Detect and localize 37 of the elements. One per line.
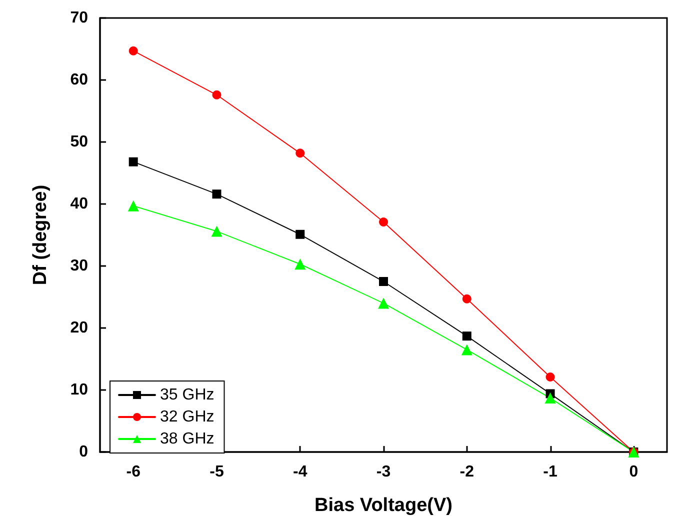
- legend-label: 38 GHz: [160, 430, 214, 448]
- y-tick-label: 50: [70, 134, 88, 150]
- point: [211, 226, 222, 237]
- point: [294, 258, 306, 270]
- point: [546, 372, 555, 382]
- point: [544, 392, 556, 404]
- point: [296, 148, 305, 158]
- point: [296, 230, 305, 239]
- legend-label: 35 GHz: [160, 386, 214, 404]
- point: [128, 157, 138, 166]
- y-tick-label: 30: [70, 258, 88, 274]
- x-tick-label: -3: [376, 464, 391, 480]
- point: [128, 46, 138, 56]
- point: [128, 200, 139, 212]
- x-axis-title: Bias Voltage(V): [314, 495, 452, 516]
- y-axis-title: Df (degree): [30, 184, 51, 286]
- x-tick-label: -1: [543, 464, 558, 480]
- point: [212, 190, 222, 199]
- point: [462, 294, 472, 304]
- legend-label: 32 GHz: [160, 408, 214, 426]
- y-tick-label: 10: [70, 382, 88, 398]
- x-tick-label: -4: [293, 464, 308, 480]
- point: [379, 217, 388, 226]
- y-tick-label: 40: [70, 196, 88, 212]
- x-tick-label: -2: [460, 464, 474, 480]
- point: [212, 90, 222, 100]
- y-tick-label: 0: [79, 444, 88, 460]
- point: [462, 332, 472, 341]
- point: [378, 298, 389, 309]
- x-tick-label: 0: [629, 464, 638, 480]
- x-tick-label: -5: [210, 464, 224, 480]
- y-tick-label: 60: [70, 72, 88, 88]
- point: [379, 277, 388, 286]
- y-tick-label: 20: [70, 320, 88, 336]
- point: [461, 344, 472, 356]
- y-tick-label: 70: [70, 10, 88, 26]
- x-tick-label: -6: [126, 464, 141, 480]
